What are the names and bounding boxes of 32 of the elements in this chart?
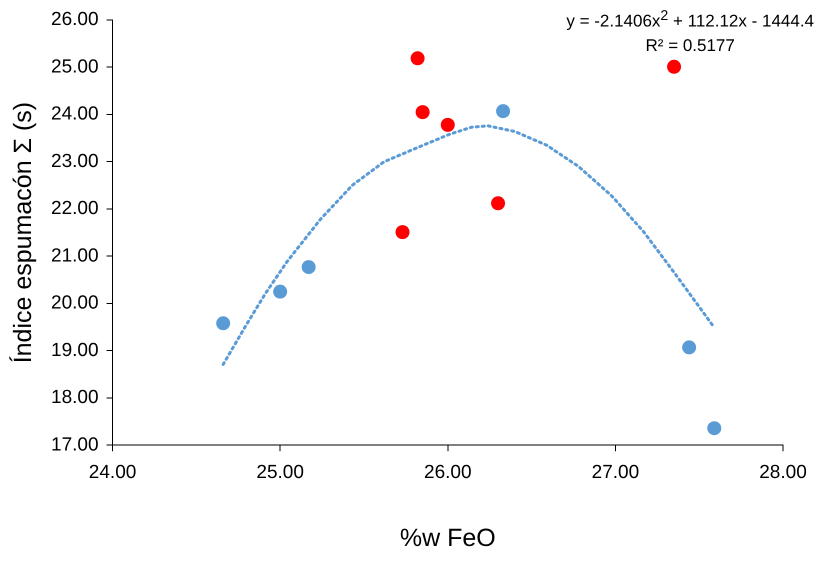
point <box>440 118 455 132</box>
y-tick-label: 26.00 <box>51 9 99 30</box>
point <box>396 225 410 240</box>
point <box>667 60 682 74</box>
y-tick-label: 20.00 <box>51 292 99 314</box>
point <box>302 260 316 274</box>
line-series <box>222 124 716 366</box>
point <box>491 196 506 210</box>
x-axis-title: %w FeO <box>400 524 496 552</box>
point <box>410 51 425 66</box>
x-tick-label: 28.00 <box>759 462 807 483</box>
y-tick-label: 18.00 <box>51 387 99 408</box>
x-tick-label: 26.00 <box>424 462 472 483</box>
point <box>496 104 510 118</box>
x-tick-label: 25.00 <box>256 462 304 483</box>
point <box>416 105 430 120</box>
y-tick-label: 17.00 <box>51 434 99 456</box>
y-tick-label: 24.00 <box>51 104 99 125</box>
annotation: y = -2.1406x$^{2}$ + 112.12x - 1444.4 <box>566 7 814 33</box>
x-tick-label: 24.00 <box>88 462 136 483</box>
point <box>707 421 722 436</box>
y-axis-title: Índice espumacón Σ (s) <box>8 102 37 364</box>
y-tick-label: 22.00 <box>51 198 99 220</box>
y-tick-label: 25.00 <box>51 56 99 78</box>
annotation: R² = 0.5177 <box>644 34 736 57</box>
y-tick-label: 21.00 <box>51 245 99 266</box>
y-tick-label: 19.00 <box>51 340 99 361</box>
y-tick-label: 23.00 <box>51 150 99 172</box>
point <box>682 340 696 354</box>
point <box>216 316 230 330</box>
point <box>273 284 288 299</box>
x-tick-label: 27.00 <box>592 462 640 483</box>
